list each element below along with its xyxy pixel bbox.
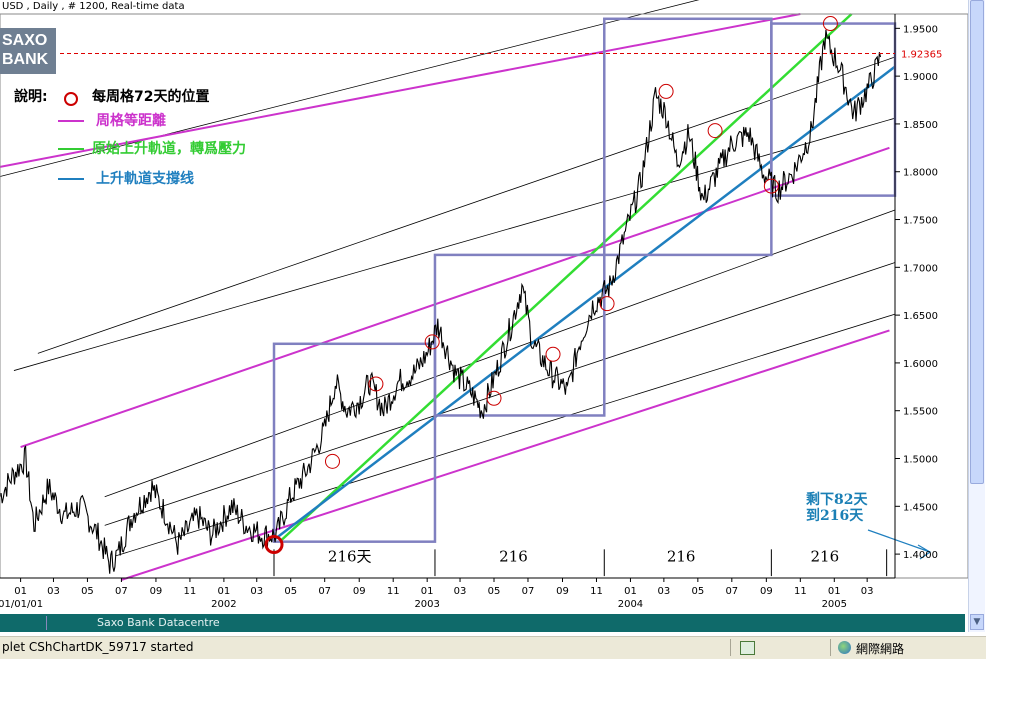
cycle-marker-icon [368,376,384,392]
legend-item-cycle-position: 每周格72天的位置 [92,89,210,105]
scroll-down-button[interactable]: ▼ [970,614,984,630]
green-original-channel [280,13,853,541]
x-tick-label: 09 [353,586,366,597]
x-tick-label: 05 [691,586,704,597]
x-tick-label: 03 [658,586,671,597]
x-tick-label: 03 [47,586,60,597]
blue-line-swatch [58,178,84,180]
status-text: plet CShChartDK_59717 started [2,640,194,654]
parallel-channel-line [104,209,896,498]
cycle-label: 216 [499,548,528,566]
x-year-label: 2002 [211,599,236,610]
cycle-marker-icon [599,296,615,312]
x-tick-label: 01 [624,586,637,597]
x-tick-label: 07 [115,586,128,597]
cycle-marker-icon [822,16,838,32]
magenta-channel-lower [121,329,890,581]
x-tick-label: 07 [318,586,331,597]
x-year-label: 01/01/01 [0,599,43,610]
cycle-marker-icon [658,83,674,99]
chart-nav-control[interactable] [0,616,47,630]
x-tick-label: 01 [828,586,841,597]
x-tick-label: 11 [794,586,807,597]
annotation-remaining-days: 剩下82天 到216天 [806,492,868,524]
security-icon [740,641,755,655]
saxo-bank-logo: SAXO BANK [0,28,56,74]
x-tick-label: 03 [454,586,467,597]
x-tick-label: 11 [184,586,197,597]
x-year-label: 2003 [414,599,439,610]
cycle-marker-icon [324,453,340,469]
chart-title: USD , Daily , # 1200, Real-time data [2,1,185,12]
x-tick-label: 09 [760,586,773,597]
status-bar: plet CShChartDK_59717 started 網際網路 [0,636,986,659]
magenta-channel-upper [0,13,801,168]
x-tick-label: 05 [81,586,94,597]
x-tick-label: 09 [150,586,163,597]
parallel-channel-line [0,0,700,177]
reference-line-label: 1.92365 [901,50,942,61]
parallel-channel-line [13,117,896,371]
cycle-label: 216 [667,548,696,566]
price-chart: 216天 216 216 216 1.9500 1.9000 1.8500 1.8000 1.… [0,0,968,610]
y-tick-label: 1.8500 [903,120,938,131]
cycle-label: 216 [811,548,840,566]
x-tick-label: 07 [725,586,738,597]
legend-item-support: 上升軌道支撐线 [96,171,194,187]
y-tick-label: 1.6500 [903,311,938,322]
cycle-marker-icon [264,535,284,555]
cycle-marker-icon [763,178,779,194]
internet-zone-label: 網際網路 [856,642,905,656]
green-line-swatch [58,148,84,150]
globe-icon [838,641,851,654]
vertical-scrollbar[interactable]: ▼ [968,0,985,632]
y-tick-label: 1.7500 [903,216,938,227]
cycle-box [770,22,897,197]
legend-item-original-channel: 原始上升軌道，轉爲壓力 [92,141,246,157]
x-tick-label: 01 [218,586,231,597]
x-tick-label: 07 [522,586,535,597]
y-tick-label: 1.5000 [903,455,938,466]
y-tick-label: 1.4500 [903,502,938,513]
cycle-box [272,342,437,543]
cycle-box [433,253,606,417]
y-tick-label: 1.6000 [903,359,938,370]
cycle-label: 216天 [328,548,372,566]
red-circle-icon [64,92,78,106]
arrow-icon [867,529,932,560]
scrollbar-thumb[interactable] [970,0,984,484]
status-separator [830,639,831,656]
x-tick-label: 11 [387,586,400,597]
x-tick-label: 03 [861,586,874,597]
x-tick-label: 01 [421,586,434,597]
status-separator [730,639,731,656]
cycle-marker-icon [424,334,440,350]
x-tick-label: 05 [284,586,297,597]
x-tick-label: 03 [250,586,263,597]
legend-item-equidistant: 周格等距離 [96,113,166,129]
x-tick-label: 11 [590,586,603,597]
x-tick-label: 01 [14,586,27,597]
y-tick-label: 1.8000 [903,168,938,179]
blue-support-line [273,65,896,541]
x-tick-label: 05 [488,586,501,597]
legend-heading: 說明: [14,89,48,105]
y-tick-label: 1.9500 [903,24,938,35]
magenta-channel-middle [20,146,890,448]
magenta-line-swatch [58,120,84,122]
cycle-marker-icon [486,390,502,406]
chart-footer: Saxo Bank Datacentre [0,614,965,632]
footer-label: Saxo Bank Datacentre [97,616,220,629]
y-tick-label: 1.9000 [903,72,938,83]
y-tick-label: 1.5500 [903,407,938,418]
x-tick-label: 09 [556,586,569,597]
x-year-label: 2005 [822,599,847,610]
y-tick-label: 1.7000 [903,263,938,274]
x-year-label: 2004 [618,599,643,610]
y-tick-label: 1.4000 [903,550,938,561]
parallel-channel-line [115,313,896,557]
price-series-line [0,29,882,574]
cycle-marker-icon [707,123,723,139]
cycle-marker-icon [545,346,561,362]
